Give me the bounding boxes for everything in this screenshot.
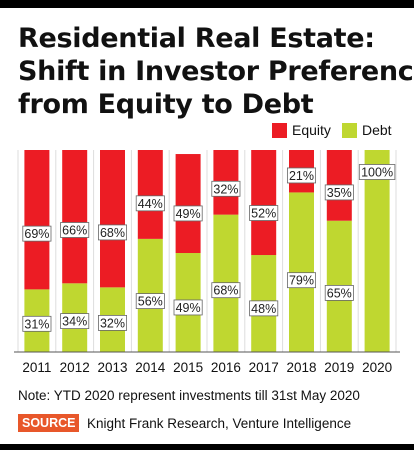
x-tick-label: 2019 xyxy=(324,360,354,375)
x-tick-label: 2012 xyxy=(60,360,90,375)
data-label-equity-2016-box xyxy=(211,180,241,197)
data-label-debt-2020-box xyxy=(358,164,396,180)
x-tick-label: 2014 xyxy=(135,360,166,375)
data-label-equity-2016: 32% xyxy=(213,182,238,196)
bar-equity-2012 xyxy=(62,150,88,284)
x-tick-label: 2020 xyxy=(362,360,392,375)
data-label-equity-2017-box xyxy=(249,205,279,221)
title-line-3: from Equity to Debt xyxy=(18,89,314,120)
data-label-equity-2012: 66% xyxy=(62,223,87,237)
data-label-debt-2020: 100% xyxy=(361,166,393,180)
top-rule xyxy=(0,0,414,8)
data-label-debt-2011-box xyxy=(22,315,52,332)
data-label-debt-2018-box xyxy=(286,272,316,289)
data-label-debt-2016: 68% xyxy=(213,284,238,298)
chart-title: Residential Real Estate: Shift in Invest… xyxy=(18,22,414,121)
title-line-1: Residential Real Estate: xyxy=(18,23,375,54)
data-label-equity-2018: 21% xyxy=(289,169,314,183)
x-tick-label: 2017 xyxy=(249,360,279,375)
data-label-equity-2015: 49% xyxy=(176,207,201,221)
data-label-equity-2017: 52% xyxy=(251,207,276,221)
data-label-equity-2018-box xyxy=(286,167,316,184)
data-label-equity-2013: 68% xyxy=(100,226,125,240)
x-tick-label: 2011 xyxy=(22,360,51,375)
data-label-debt-2018: 79% xyxy=(289,274,314,288)
legend-swatch-debt xyxy=(342,123,357,138)
data-label-debt-2019-box xyxy=(324,285,354,301)
data-label-equity-2013-box xyxy=(98,224,128,241)
source-tag: SOURCE xyxy=(18,414,80,432)
data-label-debt-2011: 31% xyxy=(24,317,49,331)
data-label-equity-2011-box xyxy=(22,225,52,242)
legend-label-equity: Equity xyxy=(292,122,331,138)
legend: Equity Debt xyxy=(0,121,414,141)
bar-debt-2020 xyxy=(364,150,390,352)
legend-swatch-equity xyxy=(272,123,287,138)
data-label-debt-2015-box xyxy=(173,299,203,316)
data-label-equity-2014-box xyxy=(135,195,165,212)
legend-label-debt: Debt xyxy=(362,122,392,138)
data-label-debt-2014-box xyxy=(135,293,165,309)
x-tick-label: 2018 xyxy=(286,360,316,375)
x-tick-label: 2016 xyxy=(211,360,241,375)
data-label-debt-2019: 65% xyxy=(327,286,352,300)
data-label-debt-2017: 48% xyxy=(251,302,276,316)
data-label-debt-2015: 49% xyxy=(176,301,201,315)
data-label-equity-2015-box xyxy=(173,205,203,222)
bar-equity-2017 xyxy=(251,150,277,256)
data-label-debt-2013: 32% xyxy=(100,316,125,330)
data-label-debt-2014: 56% xyxy=(138,295,163,309)
bar-equity-2013 xyxy=(100,150,125,288)
data-label-equity-2019-box xyxy=(324,184,354,201)
bottom-rule xyxy=(0,444,414,450)
footnote: Note: YTD 2020 represent investments til… xyxy=(18,388,360,403)
bar-equity-2015 xyxy=(175,154,201,254)
data-label-equity-2014: 44% xyxy=(138,197,163,211)
data-label-debt-2012-box xyxy=(60,313,90,329)
x-tick-label: 2013 xyxy=(97,360,127,375)
data-label-equity-2012-box xyxy=(60,222,90,238)
source-text: Knight Frank Research, Venture Intellige… xyxy=(86,415,352,431)
bar-equity-2014 xyxy=(137,150,163,239)
source-line: SOURCE Knight Frank Research, Venture In… xyxy=(18,414,351,434)
data-label-equity-2011: 69% xyxy=(24,227,49,241)
stacked-bar-chart: 69% 31% 2011 66% 34% 2012 68% 32% 2013 44% 56% 2014… xyxy=(14,150,400,375)
data-label-debt-2012: 34% xyxy=(62,315,87,329)
data-label-debt-2013-box xyxy=(98,315,128,331)
title-line-2: Shift in Investor Preference xyxy=(18,56,414,87)
data-label-debt-2016-box xyxy=(211,282,241,299)
data-label-debt-2017-box xyxy=(249,300,279,317)
bar-debt-2018 xyxy=(289,192,314,352)
x-tick-label: 2015 xyxy=(173,360,203,375)
data-label-equity-2019: 35% xyxy=(327,186,352,200)
bar-equity-2011 xyxy=(24,150,50,290)
